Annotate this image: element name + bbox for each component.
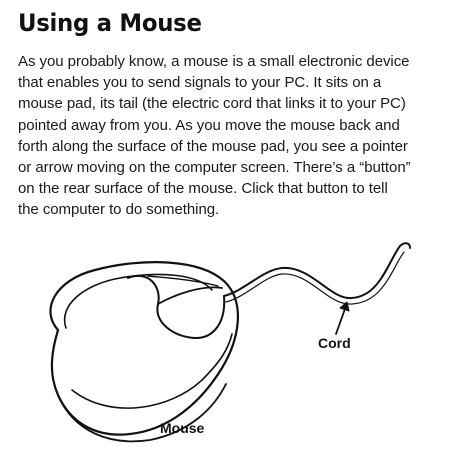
paragraph-line: As you probably know, a mouse is a small…	[18, 53, 410, 70]
mouse-lower-seam	[71, 333, 233, 409]
mouse-label: Mouse	[160, 420, 205, 436]
paragraph-line: mouse pad, its tail (the electric cord t…	[18, 95, 406, 113]
cord-arrow-line	[335, 305, 347, 335]
paragraph-line: pointed away from you. As you move the m…	[18, 116, 400, 134]
mouse-top-contour	[63, 273, 213, 329]
mouse-cord	[223, 242, 411, 300]
mouse-cord-inner	[225, 251, 405, 305]
paragraph-line: or arrow moving on the computer screen. …	[18, 159, 411, 177]
mouse-button-divider	[157, 286, 223, 305]
paragraph-line: forth along the surface of the mouse pad…	[18, 137, 408, 155]
paragraph-line: the computer to do something.	[18, 201, 220, 219]
mouse-button-crease	[147, 275, 219, 287]
paragraph-line: on the rear surface of the mouse. Click …	[18, 180, 388, 198]
mouse-button-outline	[127, 275, 226, 340]
body-paragraph: As you probably know, a mouse is a small…	[18, 51, 450, 221]
page-title: Using a Mouse	[18, 9, 202, 37]
mouse-base-edge	[57, 383, 227, 443]
cord-arrow-head	[339, 301, 350, 312]
cord-label: Cord	[318, 335, 351, 351]
paragraph-line: that enables you to send signals to your…	[18, 74, 382, 92]
mouse-illustration	[49, 242, 411, 443]
